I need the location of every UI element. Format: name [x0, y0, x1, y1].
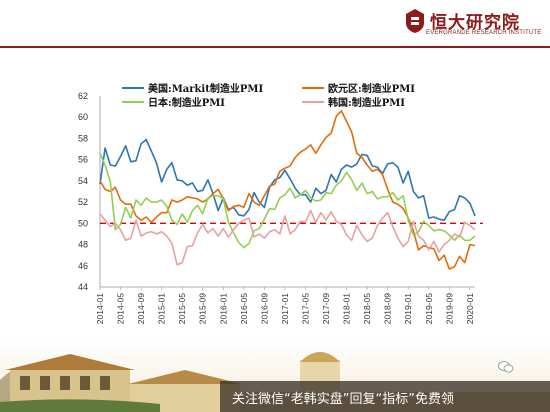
y-tick-label: 44 [78, 282, 88, 292]
legend: 美国:Markit制造业PMI 欧元区:制造业PMI 日本:制造业PMI 韩国:制造业… [122, 82, 415, 109]
x-tick-label: 2019-05 [424, 293, 434, 324]
x-tick-label: 2014-09 [136, 293, 146, 324]
x-tick-label: 2020-01 [465, 293, 475, 324]
x-tick-label: 2015-01 [157, 293, 167, 324]
wechat-icon [498, 361, 514, 373]
pmi-line-chart: 美国:Markit制造业PMI 欧元区:制造业PMI 日本:制造业PMI 韩国:制造业… [78, 82, 483, 324]
series-line-1 [99, 110, 476, 270]
y-tick-label: 54 [78, 176, 88, 186]
series-line-0 [99, 138, 476, 221]
x-tick-label: 2017-01 [280, 293, 290, 324]
x-tick-label: 2018-01 [342, 293, 352, 324]
x-tick-label: 2019-09 [444, 293, 454, 324]
logo-text: 恒大研究院 [430, 13, 520, 33]
logo-subtitle: EVERGRANDE RESEARCH INSTITUTE [426, 30, 542, 36]
x-tick-label: 2017-09 [321, 293, 331, 324]
y-tick-label: 50 [78, 218, 88, 228]
x-tick-label: 2015-09 [198, 293, 208, 324]
y-tick-label: 56 [78, 155, 88, 165]
legend-label: 韩国:制造业PMI [328, 96, 405, 109]
x-tick-label: 2017-05 [300, 293, 310, 324]
y-tick-label: 60 [78, 112, 88, 122]
footer-text: 关注微信“老韩实盘”回复“指标”免费领 [232, 392, 454, 407]
y-axis: 44 46 48 50 52 54 56 58 60 62 [78, 91, 101, 292]
y-tick-label: 46 [78, 261, 88, 271]
series-line-3 [99, 209, 476, 266]
x-tick-label: 2016-01 [218, 293, 228, 324]
header-rule [0, 46, 550, 48]
legend-label: 美国:Markit制造业PMI [148, 82, 263, 95]
x-tick-label: 2018-09 [383, 293, 393, 324]
y-tick-label: 58 [78, 133, 88, 143]
x-tick-label: 2015-05 [177, 293, 187, 324]
x-tick-label: 2014-05 [116, 293, 126, 324]
y-tick-label: 52 [78, 197, 88, 207]
y-tick-label: 62 [78, 91, 88, 101]
y-tick-label: 48 [78, 240, 88, 250]
x-tick-label: 2016-05 [239, 293, 249, 324]
legend-label: 欧元区:制造业PMI [328, 82, 415, 95]
x-tick-label: 2014-01 [95, 293, 105, 324]
logo: 恒大研究院 EVERGRANDE RESEARCH INSTITUTE [404, 6, 544, 44]
footer-banner [220, 381, 550, 412]
x-axis: 2014-01 2014-05 2014-09 2015-01 2015-05 2015-… [95, 286, 475, 324]
logo-icon [406, 9, 424, 33]
x-tick-label: 2019-01 [403, 293, 413, 324]
series-lines [99, 110, 476, 270]
x-tick-label: 2018-05 [362, 293, 372, 324]
series-line-2 [99, 152, 476, 249]
legend-label: 日本:制造业PMI [148, 96, 225, 109]
x-tick-label: 2016-09 [259, 293, 269, 324]
